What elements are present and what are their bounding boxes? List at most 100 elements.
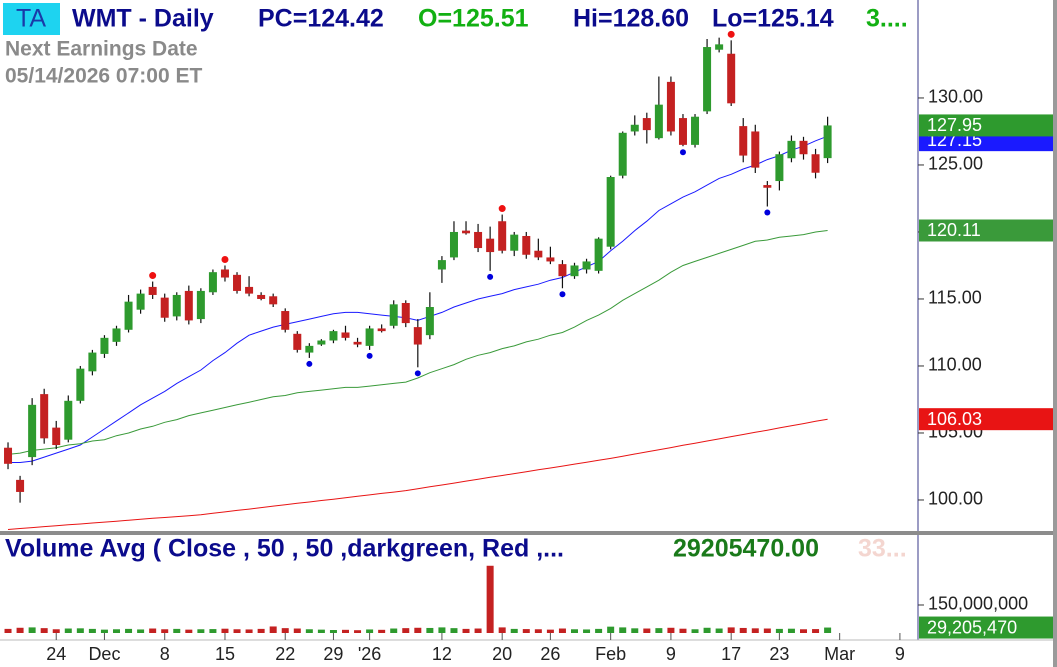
pivot-high bbox=[498, 205, 506, 213]
x-tick-label: Mar bbox=[824, 644, 855, 664]
candle-body bbox=[40, 394, 49, 439]
candle-body bbox=[365, 328, 374, 346]
volume-bar bbox=[366, 629, 374, 633]
volume-bar bbox=[812, 629, 820, 633]
last-volume-tag-box bbox=[919, 616, 1053, 639]
volume-bar bbox=[281, 628, 289, 633]
pivot-low bbox=[559, 291, 566, 298]
volume-bar bbox=[28, 627, 36, 633]
volume-bar bbox=[787, 628, 795, 633]
ma-tag: 120.11 bbox=[927, 220, 981, 240]
volume-bar bbox=[293, 628, 301, 633]
candle-body bbox=[534, 250, 543, 258]
x-tick-label: 17 bbox=[721, 644, 741, 664]
candle-body bbox=[474, 231, 483, 249]
volume-bar bbox=[643, 628, 651, 633]
volume-bar bbox=[113, 629, 120, 633]
candle-body bbox=[666, 81, 675, 132]
candle-body bbox=[594, 238, 603, 271]
candle-body bbox=[389, 304, 398, 326]
volume-bar bbox=[88, 628, 96, 633]
volume-bar bbox=[209, 629, 217, 633]
symbol: WMT - Daily bbox=[72, 5, 214, 33]
candle-body bbox=[184, 290, 193, 321]
volume-bar bbox=[305, 629, 313, 633]
volume-bar bbox=[462, 628, 470, 633]
candle-body bbox=[377, 328, 386, 332]
volume-bar bbox=[197, 629, 205, 633]
x-tick-label: 15 bbox=[215, 644, 235, 664]
volume-bar bbox=[510, 628, 518, 633]
volume-tick-label: 150,000,000 bbox=[928, 594, 1028, 614]
volume-bar bbox=[583, 629, 591, 633]
x-tick-label: Dec bbox=[88, 644, 120, 664]
candle-body bbox=[618, 132, 627, 176]
panel-separator bbox=[0, 531, 1057, 535]
x-tick-label: 29 bbox=[323, 644, 343, 664]
volume-bar bbox=[546, 629, 554, 633]
volume-title: Volume Avg ( Close , 50 , 50 ,darkgreen,… bbox=[5, 535, 564, 563]
volume-bar bbox=[679, 628, 687, 633]
last-price-tag: 127.95 bbox=[927, 115, 982, 135]
candle-body bbox=[136, 293, 145, 310]
candle-body bbox=[486, 238, 495, 253]
volume-bar bbox=[498, 627, 506, 633]
x-tick-label: Feb bbox=[595, 644, 626, 664]
candle-body bbox=[172, 294, 181, 317]
volume-bar bbox=[414, 627, 422, 633]
volume-bar bbox=[100, 629, 108, 633]
y-tick-label: 130.00 bbox=[928, 87, 983, 107]
volume-bar bbox=[76, 628, 84, 633]
candle-body bbox=[4, 447, 13, 464]
candle-body bbox=[52, 427, 61, 446]
earnings-date: 05/14/2026 07:00 ET bbox=[5, 65, 202, 88]
pivot-low bbox=[306, 360, 313, 367]
candle-body bbox=[606, 177, 615, 247]
pivot-low bbox=[679, 149, 686, 156]
volume-bar bbox=[450, 628, 458, 633]
candle-body bbox=[196, 290, 205, 320]
candle-body bbox=[739, 126, 748, 156]
prev-close: PC=124.42 bbox=[258, 5, 384, 33]
volume-bar bbox=[739, 627, 747, 633]
candle-body bbox=[799, 140, 808, 155]
candle-body bbox=[498, 221, 507, 251]
volume-bar bbox=[715, 628, 723, 633]
candle-body bbox=[691, 116, 700, 145]
x-tick-label: 23 bbox=[769, 644, 789, 664]
candle-body bbox=[112, 328, 121, 342]
x-tick-label: 9 bbox=[895, 644, 905, 664]
candle-body bbox=[715, 44, 724, 50]
x-tick-label: '26 bbox=[358, 644, 381, 664]
volume-bar bbox=[691, 629, 699, 633]
candle-body bbox=[811, 154, 820, 173]
volume-avg-value: 29205470.00 bbox=[673, 535, 819, 563]
volume-bar bbox=[558, 628, 566, 633]
candle-body bbox=[522, 235, 531, 255]
x-tick-label: 12 bbox=[432, 644, 452, 664]
volume-bar bbox=[727, 627, 735, 633]
moving-average bbox=[7, 230, 828, 455]
volume-bar bbox=[329, 630, 337, 633]
candle-body bbox=[823, 125, 832, 159]
candle-body bbox=[160, 297, 169, 318]
volume-bar bbox=[233, 629, 241, 633]
candle-body bbox=[353, 341, 362, 345]
candle-body bbox=[727, 53, 736, 104]
y-tick-label: 110.00 bbox=[928, 355, 982, 375]
volume-bar bbox=[149, 628, 157, 633]
volume-bar bbox=[402, 628, 410, 633]
candle-body bbox=[293, 333, 302, 350]
candle-body bbox=[329, 331, 338, 341]
candle-body bbox=[437, 260, 446, 270]
low-value: Lo=125.14 bbox=[712, 5, 834, 33]
y-tick-label: 100.00 bbox=[928, 489, 983, 509]
pivot-low bbox=[366, 352, 373, 359]
volume-bar bbox=[631, 628, 639, 633]
ma-tag-box bbox=[919, 219, 1053, 242]
candle-body bbox=[124, 301, 133, 330]
volume-bar bbox=[16, 627, 24, 633]
volume-bar bbox=[137, 629, 145, 633]
candle-body bbox=[220, 269, 229, 278]
